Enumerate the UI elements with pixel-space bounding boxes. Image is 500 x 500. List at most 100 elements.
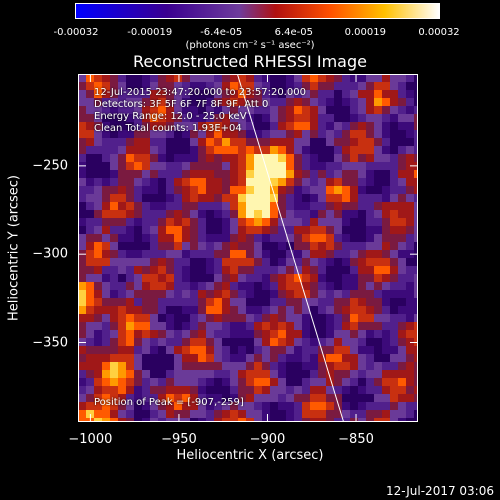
- heatmap-cell: [222, 282, 230, 290]
- heatmap-cell: [262, 194, 270, 202]
- heatmap-cell: [78, 226, 86, 234]
- heatmap-cell: [214, 226, 222, 234]
- heatmap-cell: [222, 242, 230, 250]
- heatmap-cell: [94, 250, 102, 258]
- heatmap-cell: [414, 114, 418, 122]
- heatmap-cell: [166, 338, 174, 346]
- heatmap-cell: [398, 154, 406, 162]
- x-tick-label: −950: [161, 432, 197, 447]
- heatmap-cell: [206, 114, 214, 122]
- heatmap-cell: [118, 410, 126, 418]
- heatmap-cell: [206, 410, 214, 418]
- heatmap-cell: [150, 410, 158, 418]
- heatmap-cell: [182, 162, 190, 170]
- heatmap-cell: [94, 178, 102, 186]
- heatmap-cell: [406, 266, 414, 274]
- heatmap-cell: [134, 274, 142, 282]
- heatmap-cell: [142, 178, 150, 186]
- heatmap-cell: [102, 266, 110, 274]
- heatmap-cell: [246, 386, 254, 394]
- heatmap-cell: [198, 314, 206, 322]
- heatmap-cell: [406, 90, 414, 98]
- y-axis-label: Heliocentric Y (arcsec): [6, 175, 22, 321]
- heatmap-cell: [206, 322, 214, 330]
- heatmap-cell: [166, 250, 174, 258]
- heatmap-cell: [334, 130, 342, 138]
- heatmap-cell: [398, 346, 406, 354]
- heatmap-cell: [222, 402, 230, 410]
- heatmap-cell: [374, 314, 382, 322]
- heatmap-cell: [286, 394, 294, 402]
- heatmap-cell: [326, 106, 334, 114]
- heatmap-cell: [326, 138, 334, 146]
- heatmap-cell: [270, 402, 278, 410]
- heatmap-cell: [390, 170, 398, 178]
- heatmap-cell: [166, 162, 174, 170]
- heatmap-cell: [318, 186, 326, 194]
- heatmap-cell: [334, 266, 342, 274]
- heatmap-cell: [406, 378, 414, 386]
- heatmap-cell: [134, 90, 142, 98]
- heatmap-cell: [246, 330, 254, 338]
- heatmap-cell: [262, 234, 270, 242]
- heatmap-cell: [326, 370, 334, 378]
- heatmap-cell: [78, 346, 86, 354]
- heatmap-cell: [102, 250, 110, 258]
- heatmap-cell: [414, 146, 418, 154]
- heatmap-cell: [310, 410, 318, 418]
- heatmap-cell: [142, 394, 150, 402]
- heatmap-cell: [270, 370, 278, 378]
- heatmap-cell: [342, 266, 350, 274]
- heatmap-cell: [78, 202, 86, 210]
- heatmap-cell: [366, 314, 374, 322]
- heatmap-cell: [334, 74, 342, 82]
- heatmap-cell: [254, 130, 262, 138]
- heatmap-cell: [150, 146, 158, 154]
- heatmap-cell: [406, 330, 414, 338]
- heatmap-cell: [406, 218, 414, 226]
- heatmap-cell: [286, 82, 294, 90]
- heatmap-cell: [118, 346, 126, 354]
- heatmap-cell: [238, 162, 246, 170]
- heatmap-cell: [238, 370, 246, 378]
- heatmap-cell: [206, 394, 214, 402]
- heatmap-cell: [326, 146, 334, 154]
- heatmap-cell: [318, 338, 326, 346]
- heatmap-cell: [358, 170, 366, 178]
- peak-position-label: Position of Peak = [-907,-259]: [94, 397, 244, 408]
- heatmap-cell: [254, 266, 262, 274]
- heatmap-cell: [166, 394, 174, 402]
- heatmap-cell: [366, 226, 374, 234]
- heatmap-cell: [406, 242, 414, 250]
- heatmap-cell: [278, 378, 286, 386]
- heatmap-cell: [294, 274, 302, 282]
- heatmap-cell: [270, 194, 278, 202]
- heatmap-cell: [246, 122, 254, 130]
- heatmap-cell: [206, 98, 214, 106]
- heatmap-cell: [110, 314, 118, 322]
- heatmap-cell: [270, 394, 278, 402]
- heatmap-cell: [374, 330, 382, 338]
- heatmap-cell: [358, 290, 366, 298]
- heatmap-cell: [142, 378, 150, 386]
- heatmap-cell: [110, 250, 118, 258]
- heatmap-cell: [294, 298, 302, 306]
- heatmap-cell: [166, 98, 174, 106]
- heatmap-cell: [174, 338, 182, 346]
- heatmap-cell: [302, 410, 310, 418]
- heatmap-cell: [94, 346, 102, 354]
- heatmap-cell: [230, 194, 238, 202]
- heatmap-cell: [398, 162, 406, 170]
- heatmap-cell: [142, 338, 150, 346]
- heatmap-cell: [118, 210, 126, 218]
- heatmap-cell: [118, 330, 126, 338]
- heatmap-cell: [310, 218, 318, 226]
- heatmap-cell: [142, 250, 150, 258]
- heatmap-cell: [406, 130, 414, 138]
- heatmap-cell: [390, 410, 398, 418]
- heatmap-cell: [414, 130, 418, 138]
- heatmap-cell: [302, 210, 310, 218]
- heatmap-cell: [326, 322, 334, 330]
- heatmap-cell: [150, 178, 158, 186]
- heatmap-cell: [358, 122, 366, 130]
